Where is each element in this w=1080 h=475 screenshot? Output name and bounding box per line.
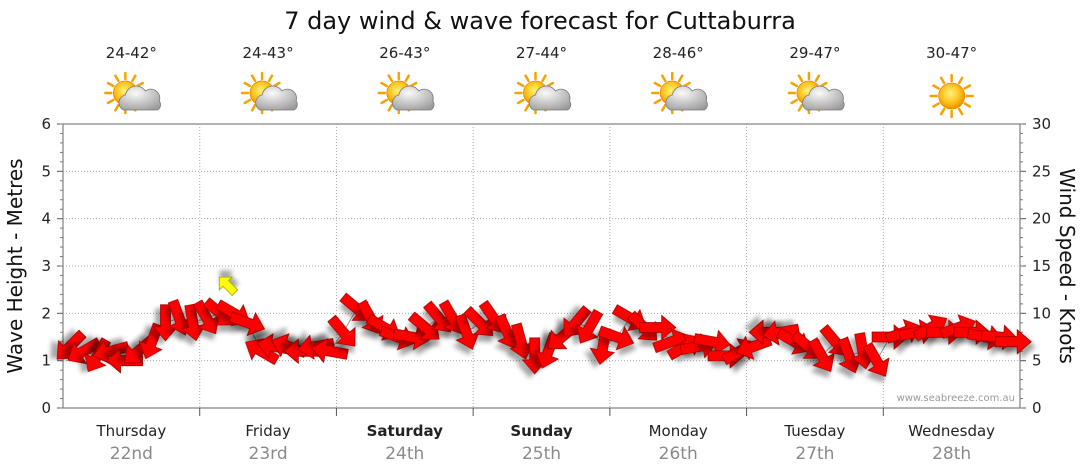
y-right-tick-label: 30: [1032, 115, 1051, 133]
temp-range-label: 29-47°: [789, 44, 840, 62]
wind-arrow: [639, 314, 677, 341]
temp-range-label: 30-47°: [926, 44, 977, 62]
wind-arrow: [392, 324, 430, 351]
temp-range-label: 27-44°: [516, 44, 567, 62]
wind-arrow: [509, 322, 535, 360]
temp-range-label: 28-46°: [653, 44, 704, 62]
wind-arrow: [407, 311, 440, 340]
wind-arrow: [807, 337, 835, 373]
day-date-label: 26th: [659, 444, 698, 464]
wind-arrow: [92, 339, 130, 365]
y-left-tick-label: 5: [41, 162, 51, 180]
wind-arrow: [192, 299, 220, 335]
partly-cloudy-icon: [240, 71, 298, 115]
day-name-label: Tuesday: [783, 422, 845, 440]
axes: 0 1 2 3 4 5 6 0 5 10 15 20 25 30: [41, 115, 1051, 417]
wind-arrow: [994, 328, 1032, 355]
y-left-tick-label: 6: [41, 115, 51, 133]
day-date-label: 28th: [932, 444, 971, 464]
wind-arrow: [180, 303, 207, 342]
sunny-icon: [929, 73, 974, 119]
day-headers: 24-42° 24-43° 26-43° 27-44° 28-46° 29-47° 30-4…: [104, 44, 977, 119]
y-right-tick-label: 15: [1032, 257, 1051, 275]
day-date-label: 23rd: [249, 444, 288, 464]
y-left-tick-label: 1: [41, 352, 51, 370]
day-name-label: Saturday: [367, 422, 444, 440]
y-right-tick-label: 20: [1032, 210, 1051, 228]
wind-arrow: [576, 308, 604, 344]
wind-arrow: [597, 325, 635, 351]
wind-arrow: [327, 314, 356, 347]
day-labels: Thursday 22nd Friday 23rd Saturday 24th Sunday…: [95, 422, 995, 464]
temp-range-label: 26-43°: [379, 44, 430, 62]
wind-arrow: [454, 313, 480, 350]
wind-arrow: [693, 329, 731, 355]
wave-arrow: [218, 276, 239, 297]
wind-arrow: [245, 338, 280, 366]
y-left-tick-label: 0: [41, 399, 51, 417]
y-axis-label-right: Wind Speed - Knots: [1055, 168, 1079, 364]
wind-arrow: [311, 337, 349, 364]
y-right-tick-label: 10: [1032, 304, 1051, 322]
day-name-label: Monday: [649, 422, 708, 440]
partly-cloudy-icon: [787, 71, 845, 115]
chart-title: 7 day wind & wave forecast for Cuttaburr…: [284, 7, 796, 35]
day-date-label: 24th: [385, 444, 424, 464]
wind-arrow: [67, 337, 103, 365]
partly-cloudy-icon: [650, 71, 708, 115]
y-right-tick-label: 5: [1032, 352, 1042, 370]
temp-range-label: 24-43°: [243, 44, 294, 62]
wave-arrows: [218, 276, 239, 297]
wind-arrow: [228, 311, 266, 337]
wind-arrow: [138, 322, 164, 360]
day-name-label: Friday: [245, 422, 291, 440]
y-left-tick-label: 4: [41, 210, 51, 228]
wind-arrows: [56, 292, 1032, 377]
wind-arrow: [862, 342, 890, 377]
day-name-label: Wednesday: [908, 422, 995, 440]
day-name-label: Sunday: [510, 422, 573, 440]
day-date-label: 27th: [795, 444, 834, 464]
y-right-tick-label: 0: [1032, 399, 1042, 417]
y-left-tick-label: 3: [41, 257, 51, 275]
wind-arrow: [167, 298, 193, 336]
day-name-label: Thursday: [95, 422, 166, 440]
y-axis-label-left: Wave Height - Metres: [3, 158, 27, 373]
y-right-tick-label: 25: [1032, 162, 1051, 180]
watermark: www.seabreeze.com.au: [897, 393, 1015, 404]
temp-range-label: 24-42°: [106, 44, 157, 62]
day-date-label: 25th: [522, 444, 561, 464]
partly-cloudy-icon: [514, 71, 572, 115]
y-left-tick-label: 2: [41, 304, 51, 322]
partly-cloudy-icon: [104, 71, 161, 115]
day-date-label: 22nd: [110, 444, 153, 464]
partly-cloudy-icon: [377, 71, 435, 115]
